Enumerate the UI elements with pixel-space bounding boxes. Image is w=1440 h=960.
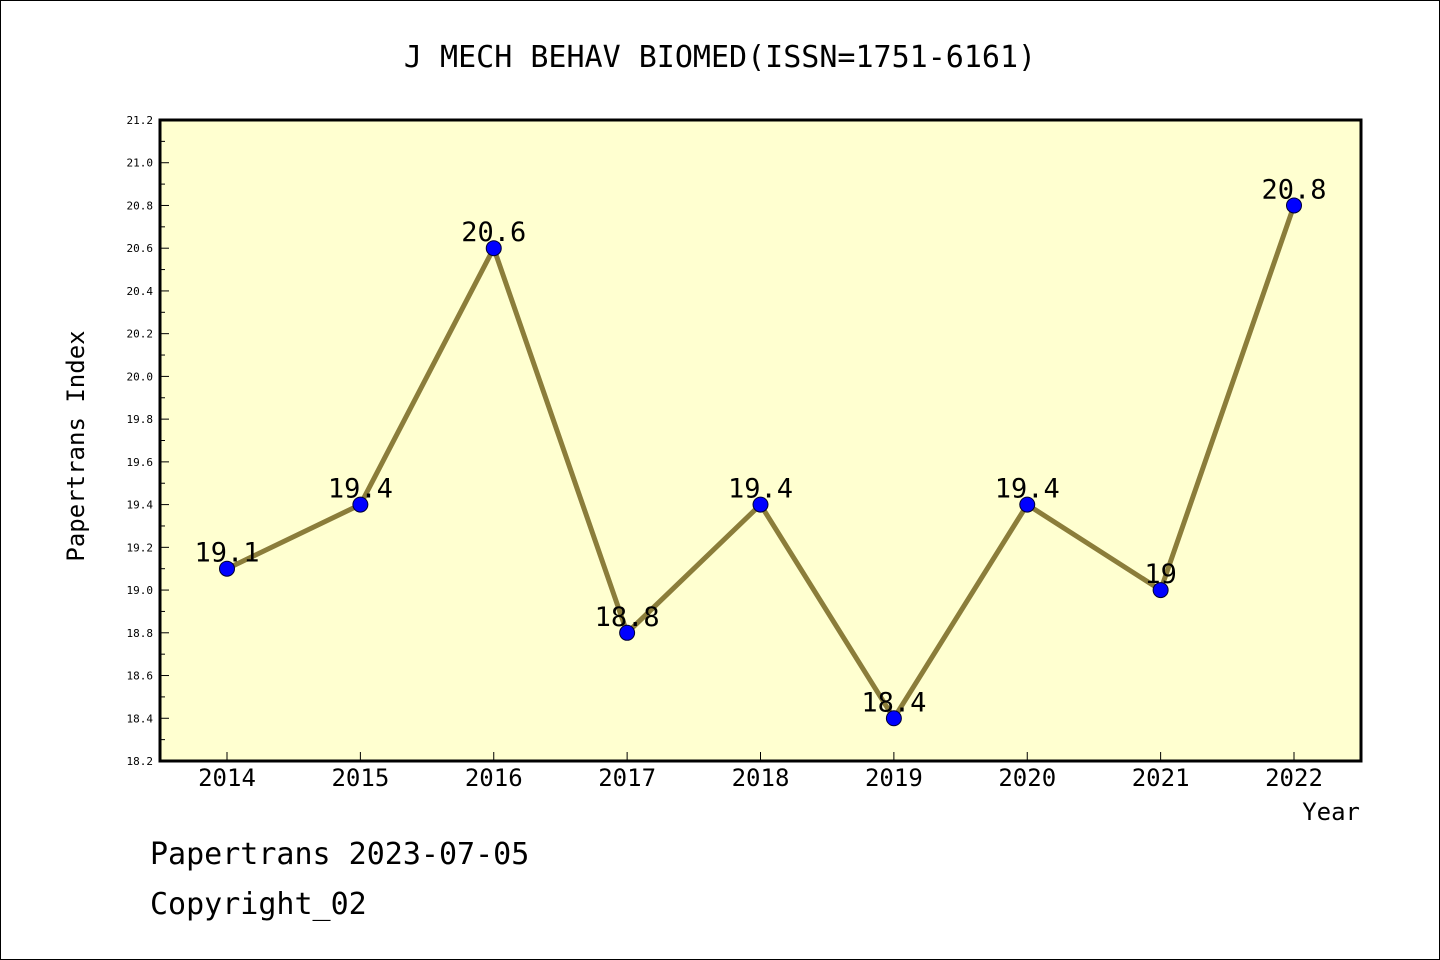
data-label: 19.4 [995,474,1060,505]
x-tick-label: 2017 [598,764,656,792]
data-label: 19 [1144,559,1177,590]
y-tick-label: 21.0 [127,157,154,170]
data-point [1152,582,1169,599]
plot-area [160,120,1361,761]
data-label: 20.8 [1261,174,1326,205]
data-label: 19.1 [194,538,259,569]
data-label: 18.4 [861,687,926,718]
y-tick-label: 20.6 [127,242,154,255]
data-label: 19.4 [728,474,793,505]
plot-frame [158,118,1363,763]
x-axis-label: Year [1302,798,1360,826]
data-point [219,560,235,577]
data-point [485,240,502,257]
x-tick-label: 2020 [998,764,1056,792]
data-label: 20.6 [461,217,526,248]
footer-date: Papertrans 2023-07-05 [150,837,529,872]
y-tick-label: 20.2 [127,328,154,341]
y-axis-label: Papertrans Index [62,330,90,561]
y-tick-label: 18.2 [127,755,154,768]
y-tick-label: 20.4 [127,285,154,298]
x-tick-label: 2018 [732,764,790,792]
data-point [1019,496,1036,513]
y-tick-label: 21.2 [127,114,154,127]
data-label: 19.4 [328,474,393,505]
y-tick-label: 20.0 [127,370,154,383]
series-layer: 19.1 19.4 20.6 18.8 19.4 18.4 19.4 19 20.8 [194,174,1327,727]
y-tick-label: 20.8 [127,199,154,212]
data-point [619,624,636,641]
y-tick-label: 19.6 [127,456,154,469]
data-label: 18.8 [595,602,660,633]
data-point [752,496,769,513]
y-tick-label: 18.8 [127,627,154,640]
data-point [1286,197,1302,214]
y-tick-label: 18.4 [127,712,154,725]
data-point [352,496,369,513]
x-axis: 2014 2015 2016 2017 2018 2019 2020 2021 2022 [198,752,1323,792]
y-tick-label: 18.6 [127,670,154,683]
y-tick-label: 19.4 [127,499,154,512]
footer-copyright: Copyright_02 [150,887,367,922]
data-point [885,710,902,727]
x-tick-label: 2015 [331,764,389,792]
x-tick-label: 2019 [865,764,923,792]
x-tick-label: 2014 [198,764,256,792]
chart-title: J MECH BEHAV BIOMED(ISSN=1751-6161) [404,40,1036,75]
x-tick-label: 2021 [1132,764,1190,792]
x-tick-label: 2016 [465,764,523,792]
y-tick-label: 19.8 [127,413,154,426]
x-tick-label: 2022 [1265,764,1323,792]
y-tick-label: 19.0 [127,584,154,597]
y-tick-label: 19.2 [127,541,154,554]
